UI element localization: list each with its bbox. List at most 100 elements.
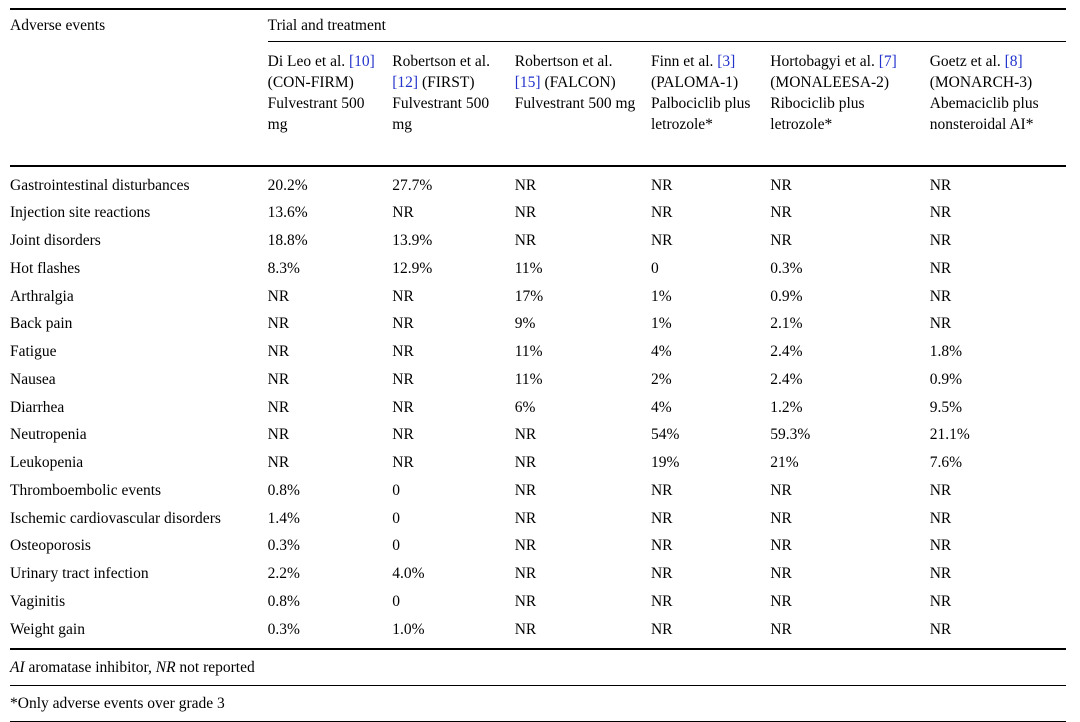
adverse-event-value-cell: 0: [392, 592, 400, 610]
trial-description: (FALCON) Fulvestrant 500 mg: [514, 74, 636, 113]
table-row: Hot flashes 8.3% 12.9% 11% 0 0.3% NR: [10, 255, 1066, 283]
adverse-event-label: Hot flashes: [10, 259, 81, 277]
column-header-trial: Goetz et al. [8] (MONARCH-3) Abemaciclib…: [929, 41, 1066, 167]
abbrev-nr-term: NR: [155, 658, 176, 676]
adverse-event-value-cell: 11%: [514, 343, 543, 360]
adverse-event-value-cell: NR: [267, 398, 290, 416]
adverse-event-value-cell: 0: [650, 259, 659, 277]
adverse-event-value-cell: NR: [929, 176, 952, 194]
adverse-event-value-cell: NR: [514, 204, 537, 222]
column-header-trial: Finn et al. [3] (PALOMA-1) Palbociclib p…: [650, 41, 771, 167]
table-body: Gastrointestinal disturbances 20.2% 27.7%…: [10, 166, 1066, 650]
adverse-event-value-cell: 0.3%: [267, 615, 393, 650]
adverse-event-value-cell: NR: [514, 509, 537, 527]
citation-link[interactable]: [8]: [1004, 53, 1023, 70]
adverse-event-value-cell: 1.4%: [267, 509, 300, 527]
adverse-event-value-cell: NR: [514, 537, 537, 555]
trial-description: (FIRST) Fulvestrant 500 mg: [392, 74, 490, 134]
citation-link[interactable]: [15]: [514, 74, 541, 92]
adverse-event-label: Fatigue: [10, 343, 57, 360]
adverse-event-value-cell: NR: [770, 565, 792, 582]
table-row: Weight gain 0.3% 1.0% NR NR NR NR: [10, 615, 1066, 650]
adverse-event-value-cell: 13.6%: [267, 204, 308, 222]
adverse-event-value-cell: 1%: [650, 315, 672, 333]
adverse-event-value-cell: NR: [392, 454, 414, 471]
adverse-event-value-cell: NR: [514, 481, 537, 499]
adverse-event-label: Thromboembolic events: [10, 481, 162, 499]
table-row: Vaginitis 0.8% 0 NR NR NR NR: [10, 588, 1066, 616]
trial-study-name: Goetz et al.: [929, 53, 1005, 70]
adverse-event-label: Injection site reactions: [10, 204, 151, 222]
adverse-event-value-cell: 0.9%: [929, 370, 963, 388]
adverse-event-value-cell: 8.3%: [267, 259, 300, 277]
adverse-event-value-cell: NR: [929, 565, 952, 582]
adverse-event-value-cell: 1%: [650, 287, 672, 305]
column-header-trial: Robertson et al. [12] (FIRST) Fulvestran…: [392, 41, 515, 167]
adverse-event-value-cell: NR: [929, 204, 952, 222]
adverse-event-value-cell: 0.9%: [770, 287, 803, 305]
adverse-event-label: Arthralgia: [10, 287, 74, 305]
adverse-event-value-cell: 1.2%: [770, 398, 803, 416]
adverse-event-value-cell: NR: [770, 592, 792, 610]
trial-study-name: Di Leo et al.: [267, 53, 350, 70]
adverse-events-table: Adverse events Trial and treatment Di Le…: [10, 8, 1066, 650]
adverse-event-value-cell: 9%: [514, 315, 536, 333]
adverse-event-value-cell: 2.1%: [770, 315, 803, 333]
adverse-event-value-cell: 1.8%: [929, 343, 963, 360]
adverse-event-value-cell: NR: [650, 481, 673, 499]
footnote-grade: *Only adverse events over grade 3: [10, 686, 1066, 722]
adverse-event-value-cell: NR: [929, 315, 952, 333]
adverse-event-value-cell: NR: [392, 315, 414, 333]
table-row: Neutropenia NR NR NR 54% 59.3% 21.1%: [10, 421, 1066, 449]
adverse-event-value-cell: NR: [770, 615, 930, 650]
adverse-event-value-cell: 2%: [650, 370, 672, 388]
adverse-event-value-cell: NR: [650, 565, 673, 582]
column-group-header-trial-and-treatment: Trial and treatment: [267, 8, 1066, 42]
adverse-event-value-cell: 1.0%: [392, 615, 515, 650]
adverse-event-label: Weight gain: [10, 615, 268, 650]
citation-link[interactable]: [10]: [349, 53, 375, 70]
adverse-event-value-cell: 11%: [514, 370, 543, 388]
adverse-event-value-cell: 21.1%: [929, 426, 970, 444]
trial-study-name: Robertson et al.: [514, 53, 613, 70]
citation-link[interactable]: [3]: [717, 53, 736, 70]
column-header-trial: Hortobagyi et al. [7] (MONALEESA-2) Ribo…: [770, 41, 930, 167]
abbrev-nr-definition: not reported: [175, 658, 255, 676]
adverse-event-value-cell: NR: [770, 537, 792, 555]
trial-study-name: Finn et al.: [650, 53, 718, 70]
column-header-trial: Robertson et al. [15] (FALCON) Fulvestra…: [514, 41, 651, 167]
adverse-event-value-cell: 7.6%: [929, 454, 963, 471]
adverse-event-value-cell: 0.3%: [267, 537, 300, 555]
adverse-event-value-cell: NR: [650, 537, 673, 555]
table-row: Injection site reactions 13.6% NR NR NR NR NR: [10, 199, 1066, 227]
adverse-event-value-cell: NR: [770, 232, 792, 249]
adverse-event-value-cell: 4%: [650, 398, 672, 416]
adverse-event-value-cell: NR: [267, 287, 290, 305]
adverse-event-label: Joint disorders: [10, 232, 101, 249]
adverse-event-value-cell: NR: [929, 592, 952, 610]
adverse-event-value-cell: NR: [929, 537, 952, 555]
adverse-event-value-cell: NR: [650, 509, 673, 527]
adverse-event-value-cell: NR: [392, 204, 414, 222]
table-row: Gastrointestinal disturbances 20.2% 27.7%…: [10, 166, 1066, 200]
adverse-event-value-cell: 11%: [514, 259, 543, 277]
adverse-event-value-cell: NR: [770, 481, 792, 499]
adverse-event-value-cell: 20.2%: [267, 176, 308, 194]
citation-link[interactable]: [7]: [878, 53, 897, 70]
adverse-event-value-cell: 19%: [650, 454, 680, 471]
table-row: Ischemic cardiovascular disorders 1.4% 0 N…: [10, 504, 1066, 532]
adverse-event-value-cell: NR: [929, 481, 952, 499]
adverse-event-value-cell: NR: [514, 565, 537, 582]
trial-description: (CON-FIRM) Fulvestrant 500 mg: [267, 74, 365, 134]
table-row: Diarrhea NR NR 6% 4% 1.2% 9.5%: [10, 393, 1066, 421]
adverse-event-value-cell: NR: [267, 343, 290, 360]
citation-link[interactable]: [12]: [392, 74, 419, 92]
adverse-event-value-cell: 2.4%: [770, 343, 803, 360]
adverse-event-value-cell: NR: [392, 287, 414, 305]
adverse-event-value-cell: NR: [392, 398, 414, 416]
adverse-event-value-cell: NR: [514, 176, 537, 194]
column-header-trial: Di Leo et al. [10] (CON-FIRM) Fulvestran…: [267, 41, 393, 167]
table-row: Thromboembolic events 0.8% 0 NR NR NR NR: [10, 477, 1066, 505]
adverse-event-value-cell: 4%: [650, 343, 672, 360]
